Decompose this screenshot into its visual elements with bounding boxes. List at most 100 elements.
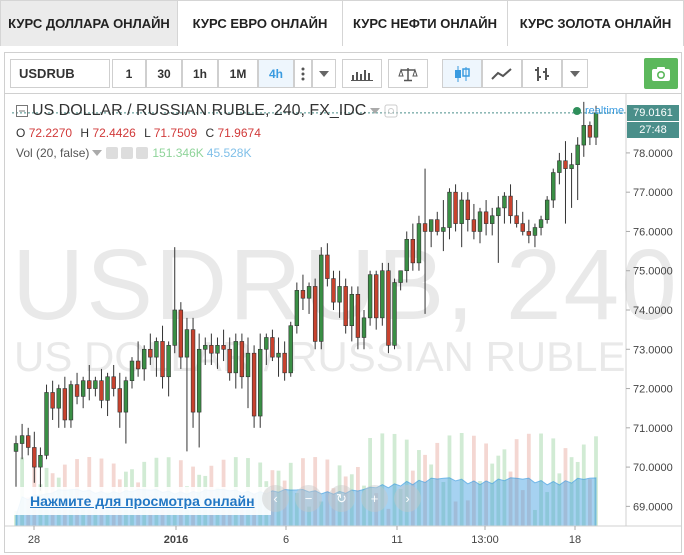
candle <box>264 333 269 365</box>
candle <box>233 333 238 389</box>
candle <box>477 207 483 244</box>
volume-value: 151.346K <box>152 146 204 160</box>
y-tick-label: 69.0000 <box>633 501 673 513</box>
high-value: 72.4426 <box>92 126 136 140</box>
interval-1-button[interactable]: 1 <box>112 59 146 88</box>
volume-bar <box>160 508 165 526</box>
x-tick-label: 11 <box>391 534 402 546</box>
x-tick-label: 2016 <box>164 534 188 546</box>
volume-bar <box>484 443 488 526</box>
tab-gold[interactable]: КУРС ЗОЛОТА ОНЛАЙН <box>508 0 684 46</box>
view-online-link[interactable]: Нажмите для просмотра онлайн <box>14 487 271 515</box>
candle <box>532 223 538 248</box>
volume-bar <box>240 507 244 526</box>
candle <box>526 219 532 244</box>
volume-study-controls-icon[interactable] <box>105 146 149 160</box>
candle <box>245 337 251 409</box>
reset-icon[interactable]: ↻ <box>328 485 355 512</box>
volume-bar <box>319 501 324 526</box>
candle <box>172 247 177 354</box>
candle <box>544 196 550 224</box>
volume-bar <box>575 461 580 526</box>
volume-bar <box>349 474 354 526</box>
volume-bar <box>533 509 537 526</box>
candle <box>184 317 190 452</box>
candle <box>538 215 544 236</box>
candle <box>422 168 428 314</box>
low-value: 71.7509 <box>153 126 198 140</box>
volume-menu-chevron-icon[interactable] <box>92 150 103 156</box>
candle <box>13 435 19 487</box>
candle <box>251 345 257 428</box>
interval-4h-button[interactable]: 4h <box>258 59 294 88</box>
chart-toolbar: USDRUB 1 30 1h 1M 4h <box>8 57 678 91</box>
volume-bar <box>423 454 427 526</box>
zoom-in-icon[interactable]: + <box>361 485 388 512</box>
candle <box>19 423 25 460</box>
candle <box>190 317 196 428</box>
candle <box>483 200 489 236</box>
candle <box>337 270 342 318</box>
series-menu-chevron-icon[interactable] <box>370 108 381 114</box>
tab-bar: КУРС ДОЛЛАРА ОНЛАЙН КУРС ЕВРО ОНЛАЙН КУР… <box>0 0 684 46</box>
candle <box>123 376 129 444</box>
candle <box>99 368 104 409</box>
candle <box>142 345 147 381</box>
candle <box>135 341 141 377</box>
volume-bar <box>410 470 415 526</box>
interval-1h-button[interactable]: 1h <box>182 59 218 88</box>
x-tick-label: 28 <box>28 534 40 546</box>
symbol-input[interactable]: USDRUB <box>10 59 110 88</box>
scroll-right-icon[interactable]: › <box>394 485 421 512</box>
volume-bar <box>502 449 507 526</box>
candle <box>282 341 287 381</box>
chart-pane[interactable] <box>5 93 681 552</box>
close-value: 71.9674 <box>217 126 261 140</box>
chevron-down-icon[interactable] <box>312 59 336 88</box>
volume-bar <box>343 476 348 526</box>
candle <box>453 184 458 232</box>
candle <box>490 207 495 236</box>
volume-bar <box>563 448 568 526</box>
bar-chart-icon[interactable] <box>342 59 382 88</box>
bars-icon[interactable] <box>522 59 562 88</box>
volume-bar <box>496 455 501 526</box>
volume-bar <box>545 492 550 526</box>
volume-bar <box>404 439 409 526</box>
volume-bar <box>569 457 574 526</box>
scales-icon[interactable] <box>388 59 428 88</box>
candle <box>374 270 379 330</box>
y-tick-label: 78.0000 <box>633 148 673 160</box>
volume-bar <box>557 473 562 526</box>
zoom-out-icon[interactable]: − <box>295 485 322 512</box>
interval-1M-button[interactable]: 1M <box>218 59 258 88</box>
series-settings-icon[interactable] <box>384 104 398 118</box>
volume-bar <box>331 488 336 526</box>
candle <box>471 203 477 240</box>
candles-icon[interactable] <box>442 59 482 88</box>
volume-bar <box>294 493 299 526</box>
more-vertical-icon[interactable] <box>294 59 312 88</box>
candle <box>386 262 391 354</box>
tab-oil[interactable]: КУРС НЕФТИ ОНЛАЙН <box>343 0 508 46</box>
candle <box>319 247 324 350</box>
candle <box>196 333 202 448</box>
candle <box>87 364 92 401</box>
candle <box>569 152 574 208</box>
tab-dollar[interactable]: КУРС ДОЛЛАРА ОНЛАЙН <box>0 0 178 46</box>
interval-30-button[interactable]: 30 <box>146 59 182 88</box>
collapse-icon[interactable] <box>16 105 28 117</box>
area-chart-icon[interactable] <box>482 59 522 88</box>
scroll-left-icon[interactable]: ‹ <box>262 485 289 512</box>
volume-bar <box>514 439 519 526</box>
chart-type-dropdown-icon[interactable] <box>562 59 588 88</box>
candle <box>398 270 403 291</box>
camera-icon[interactable] <box>644 58 678 89</box>
tab-euro[interactable]: КУРС ЕВРО ОНЛАЙН <box>178 0 343 46</box>
series-title: US DOLLAR / RUSSIAN RUBLE, 240, FX_IDC <box>32 102 367 119</box>
x-tick-label: 13:00 <box>471 534 499 546</box>
candle <box>355 286 361 350</box>
y-tick-label: 73.0000 <box>633 344 673 356</box>
realtime-indicator: realtime <box>573 105 624 117</box>
